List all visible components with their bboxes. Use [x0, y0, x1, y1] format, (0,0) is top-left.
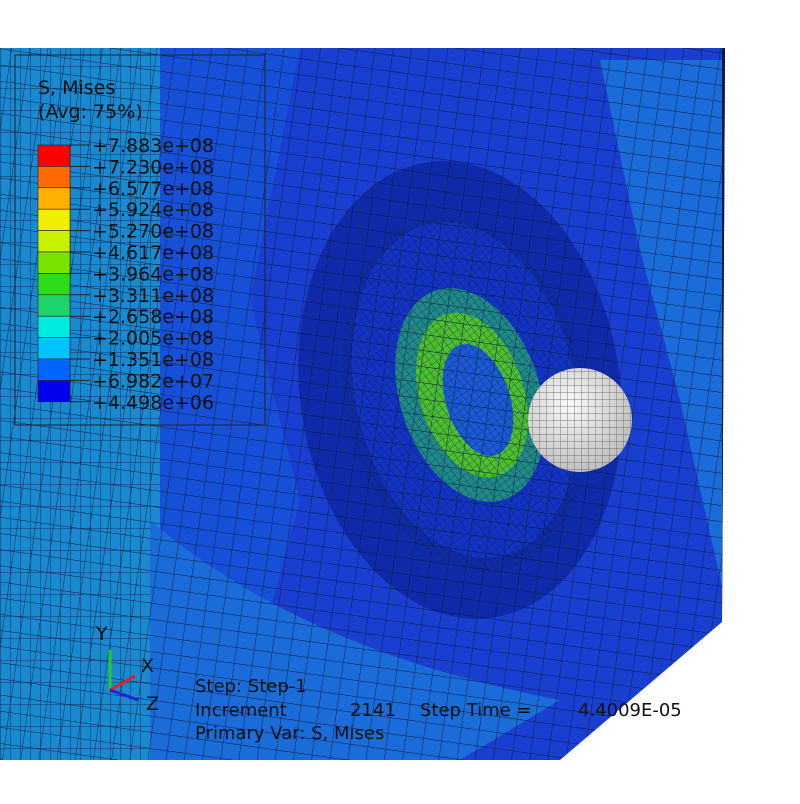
legend-subtitle: (Avg: 75%)	[38, 101, 143, 123]
primary-var: Primary Var: S, Mises	[195, 723, 384, 744]
legend: S, Mises (Avg: 75%) +7.883e+08+7.230e+08…	[14, 54, 266, 426]
step: Step: Step-1	[195, 676, 307, 697]
legend-swatch	[37, 337, 71, 360]
legend-swatch	[37, 208, 71, 231]
model	[0, 48, 725, 760]
legend-level: +3.964e+08	[92, 263, 214, 285]
legend-level: +5.270e+08	[92, 221, 214, 243]
legend-level: +1.351e+08	[92, 349, 214, 371]
time-label: Step Time =	[420, 700, 532, 721]
legend-level: +5.924e+08	[92, 199, 214, 221]
legend-level: +3.311e+08	[92, 285, 214, 307]
legend-swatch	[37, 294, 71, 317]
legend-swatch	[37, 230, 71, 253]
legend-swatch	[37, 166, 71, 189]
legend-level: +6.982e+07	[92, 370, 214, 392]
legend-level: +2.005e+08	[92, 328, 214, 350]
legend-level: +7.230e+08	[92, 156, 214, 178]
legend-level: +6.577e+08	[92, 178, 214, 200]
legend-level: +2.658e+08	[92, 306, 214, 328]
legend-swatch	[37, 251, 71, 274]
legend-swatch	[37, 187, 71, 210]
axis-label: X	[141, 655, 154, 677]
axis-label: Z	[146, 693, 159, 715]
legend-swatch	[37, 273, 71, 296]
legend-swatch	[37, 144, 71, 167]
legend-level: +4.498e+06	[92, 392, 214, 414]
legend-level: +7.883e+08	[92, 135, 214, 157]
increment: 2141	[350, 700, 396, 721]
projectile-mesh	[528, 368, 632, 472]
time: 4.4009E-05	[578, 700, 682, 721]
increment-label: Increment	[195, 700, 287, 721]
legend-swatch	[37, 380, 71, 403]
legend-level: +4.617e+08	[92, 242, 214, 264]
legend-title: S, Mises	[38, 77, 115, 99]
legend-swatch	[37, 315, 71, 338]
triad: Y X Z	[95, 623, 159, 715]
legend-swatch	[37, 358, 71, 381]
status: Step: Step-1 Increment 2141 Step Time = …	[195, 676, 682, 744]
axis-label: Y	[95, 623, 108, 645]
